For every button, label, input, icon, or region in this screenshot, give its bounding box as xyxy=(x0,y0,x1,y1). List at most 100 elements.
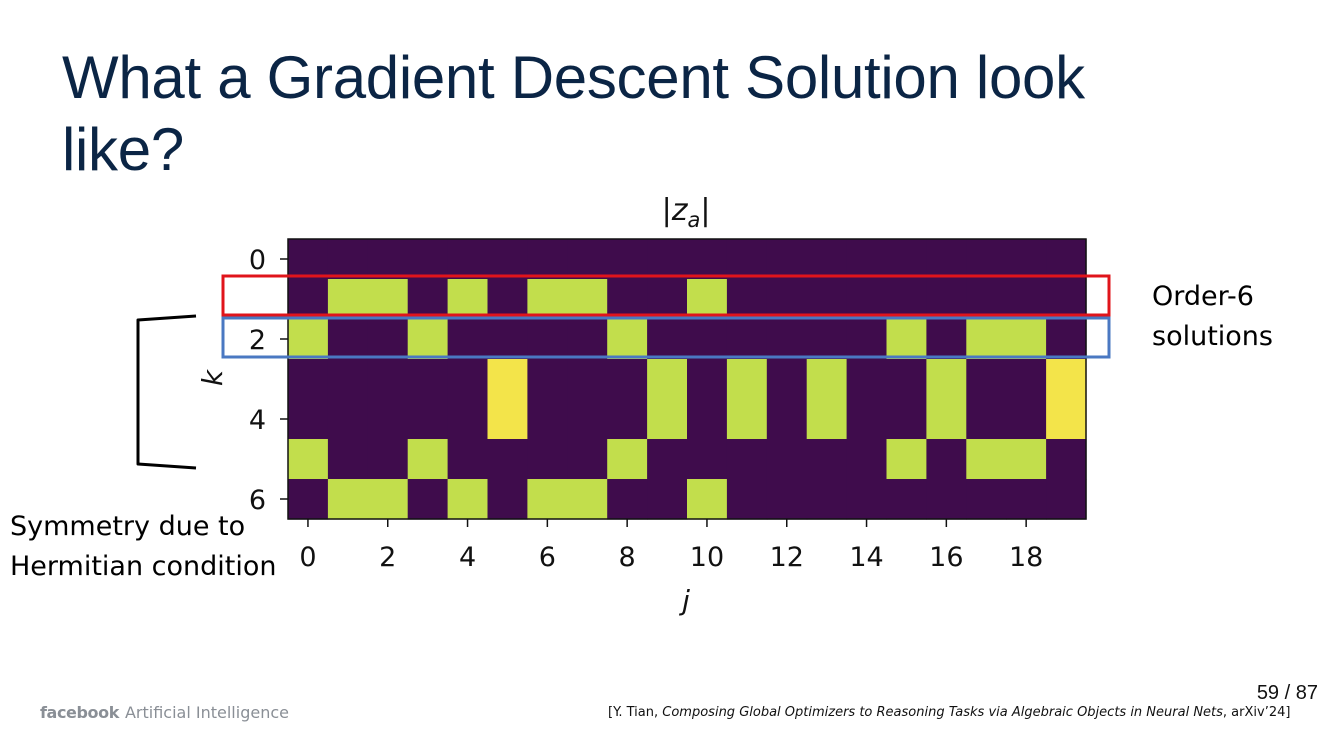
heatmap-cell xyxy=(527,359,568,400)
heatmap-cell xyxy=(647,279,688,320)
heatmap-cell xyxy=(766,279,808,320)
heatmap-cell xyxy=(327,399,369,440)
heatmap-cell xyxy=(407,399,449,440)
heatmap-cell xyxy=(447,399,489,440)
heatmap-cell xyxy=(687,279,728,320)
y-tick-label: 6 xyxy=(249,485,266,516)
symmetry-label: Symmetry due to Hermitian condition xyxy=(10,507,277,587)
heatmap-cell xyxy=(367,439,409,480)
heatmap-cell xyxy=(726,239,768,280)
x-tick-label: 4 xyxy=(459,542,476,573)
heatmap-cell xyxy=(447,479,489,520)
heatmap-cell xyxy=(846,359,888,400)
heatmap-cell xyxy=(487,319,528,360)
heatmap-cell xyxy=(327,359,369,400)
citation-open: [Y. Tian, xyxy=(608,705,663,720)
heatmap-cell xyxy=(926,439,967,480)
heatmap-cell xyxy=(567,359,608,400)
heatmap-cell xyxy=(687,399,728,440)
heatmap-cell xyxy=(1046,319,1087,360)
heatmap-cell xyxy=(527,399,568,440)
order-label-line1: Order-6 xyxy=(1152,281,1254,312)
heatmap-cell xyxy=(886,359,927,400)
heatmap-cell xyxy=(647,239,688,280)
heatmap-cell xyxy=(926,479,967,520)
order-solution-box-top xyxy=(221,274,1111,317)
heatmap-cell xyxy=(288,279,329,320)
heatmap-cell xyxy=(288,239,329,280)
heatmap-cell xyxy=(1006,479,1047,520)
x-tick-label: 6 xyxy=(539,542,556,573)
heatmap-cell xyxy=(886,239,927,280)
heatmap-cell xyxy=(1046,399,1087,440)
heatmap-cell xyxy=(806,439,848,480)
heatmap-cell xyxy=(288,359,329,400)
heatmap-cell xyxy=(1006,239,1047,280)
heatmap-cell xyxy=(607,359,648,400)
heatmap-cell xyxy=(367,279,409,320)
y-tick-label: 0 xyxy=(249,245,266,276)
heatmap-cell xyxy=(607,239,648,280)
heatmap-cell xyxy=(926,399,967,440)
heatmap-cell xyxy=(966,479,1007,520)
heatmap-cell xyxy=(806,359,848,400)
heatmap-cell xyxy=(567,399,608,440)
heatmap-cell xyxy=(766,399,808,440)
heatmap-cell xyxy=(1046,479,1087,520)
heatmap-cell xyxy=(407,319,449,360)
heatmap-cell xyxy=(846,439,888,480)
heatmap-cell xyxy=(1006,359,1047,400)
axis-ticks: 0 2 4 6 8 10 12 14 16 18 0 2 4 6 xyxy=(249,245,1044,573)
heatmap-cell xyxy=(766,439,808,480)
heatmap-cell xyxy=(846,279,888,320)
logo-brand: facebook xyxy=(40,703,119,722)
heatmap-cells xyxy=(288,239,1087,520)
heatmap-cell xyxy=(886,319,927,360)
x-tick-label: 8 xyxy=(619,542,636,573)
heatmap-cell xyxy=(447,439,489,480)
heatmap-cell xyxy=(1046,279,1087,320)
heatmap-cell xyxy=(367,239,409,280)
heatmap-cell xyxy=(766,239,808,280)
heatmap-cell xyxy=(647,399,688,440)
heatmap-cell xyxy=(806,319,848,360)
heatmap-cell xyxy=(846,479,888,520)
heatmap-cell xyxy=(647,479,688,520)
heatmap-cell xyxy=(1046,239,1087,280)
heatmap-cell xyxy=(527,439,568,480)
heatmap-cell xyxy=(726,479,768,520)
heatmap-cell xyxy=(567,479,608,520)
heatmap-cell xyxy=(407,279,449,320)
heatmap-cell xyxy=(288,319,329,360)
heatmap-cell xyxy=(647,359,688,400)
heatmap-cell xyxy=(1006,399,1047,440)
heatmap-cell xyxy=(846,399,888,440)
heatmap-cell xyxy=(407,439,449,480)
heatmap-cell xyxy=(527,319,568,360)
heatmap-cell xyxy=(367,359,409,400)
heatmap-cell xyxy=(487,279,528,320)
logo-text: Artificial Intelligence xyxy=(124,703,289,722)
heatmap-cell xyxy=(687,319,728,360)
heatmap-cell xyxy=(766,319,808,360)
heatmap-cell xyxy=(926,359,967,400)
citation-title: Composing Global Optimizers to Reasoning… xyxy=(662,705,1223,720)
y-tick-label: 4 xyxy=(249,405,266,436)
slide-title: What a Gradient Descent Solution look li… xyxy=(62,44,1085,183)
heatmap-cell xyxy=(966,239,1007,280)
page-total: 87 xyxy=(1295,682,1318,704)
heatmap-cell xyxy=(447,359,489,400)
heatmap-cell xyxy=(966,279,1007,320)
heatmap-cell xyxy=(886,399,927,440)
heatmap-cell xyxy=(327,239,369,280)
heatmap-cell xyxy=(726,399,768,440)
heatmap-cell xyxy=(687,479,728,520)
heatmap-cell xyxy=(567,239,608,280)
heatmap-cell xyxy=(288,479,329,520)
heatmap-cell xyxy=(527,239,568,280)
order-solutions-label: Order-6 solutions xyxy=(1152,277,1273,357)
heatmap-cell xyxy=(647,439,688,480)
x-tick-label: 2 xyxy=(379,542,396,573)
heatmap-cell xyxy=(726,279,768,320)
